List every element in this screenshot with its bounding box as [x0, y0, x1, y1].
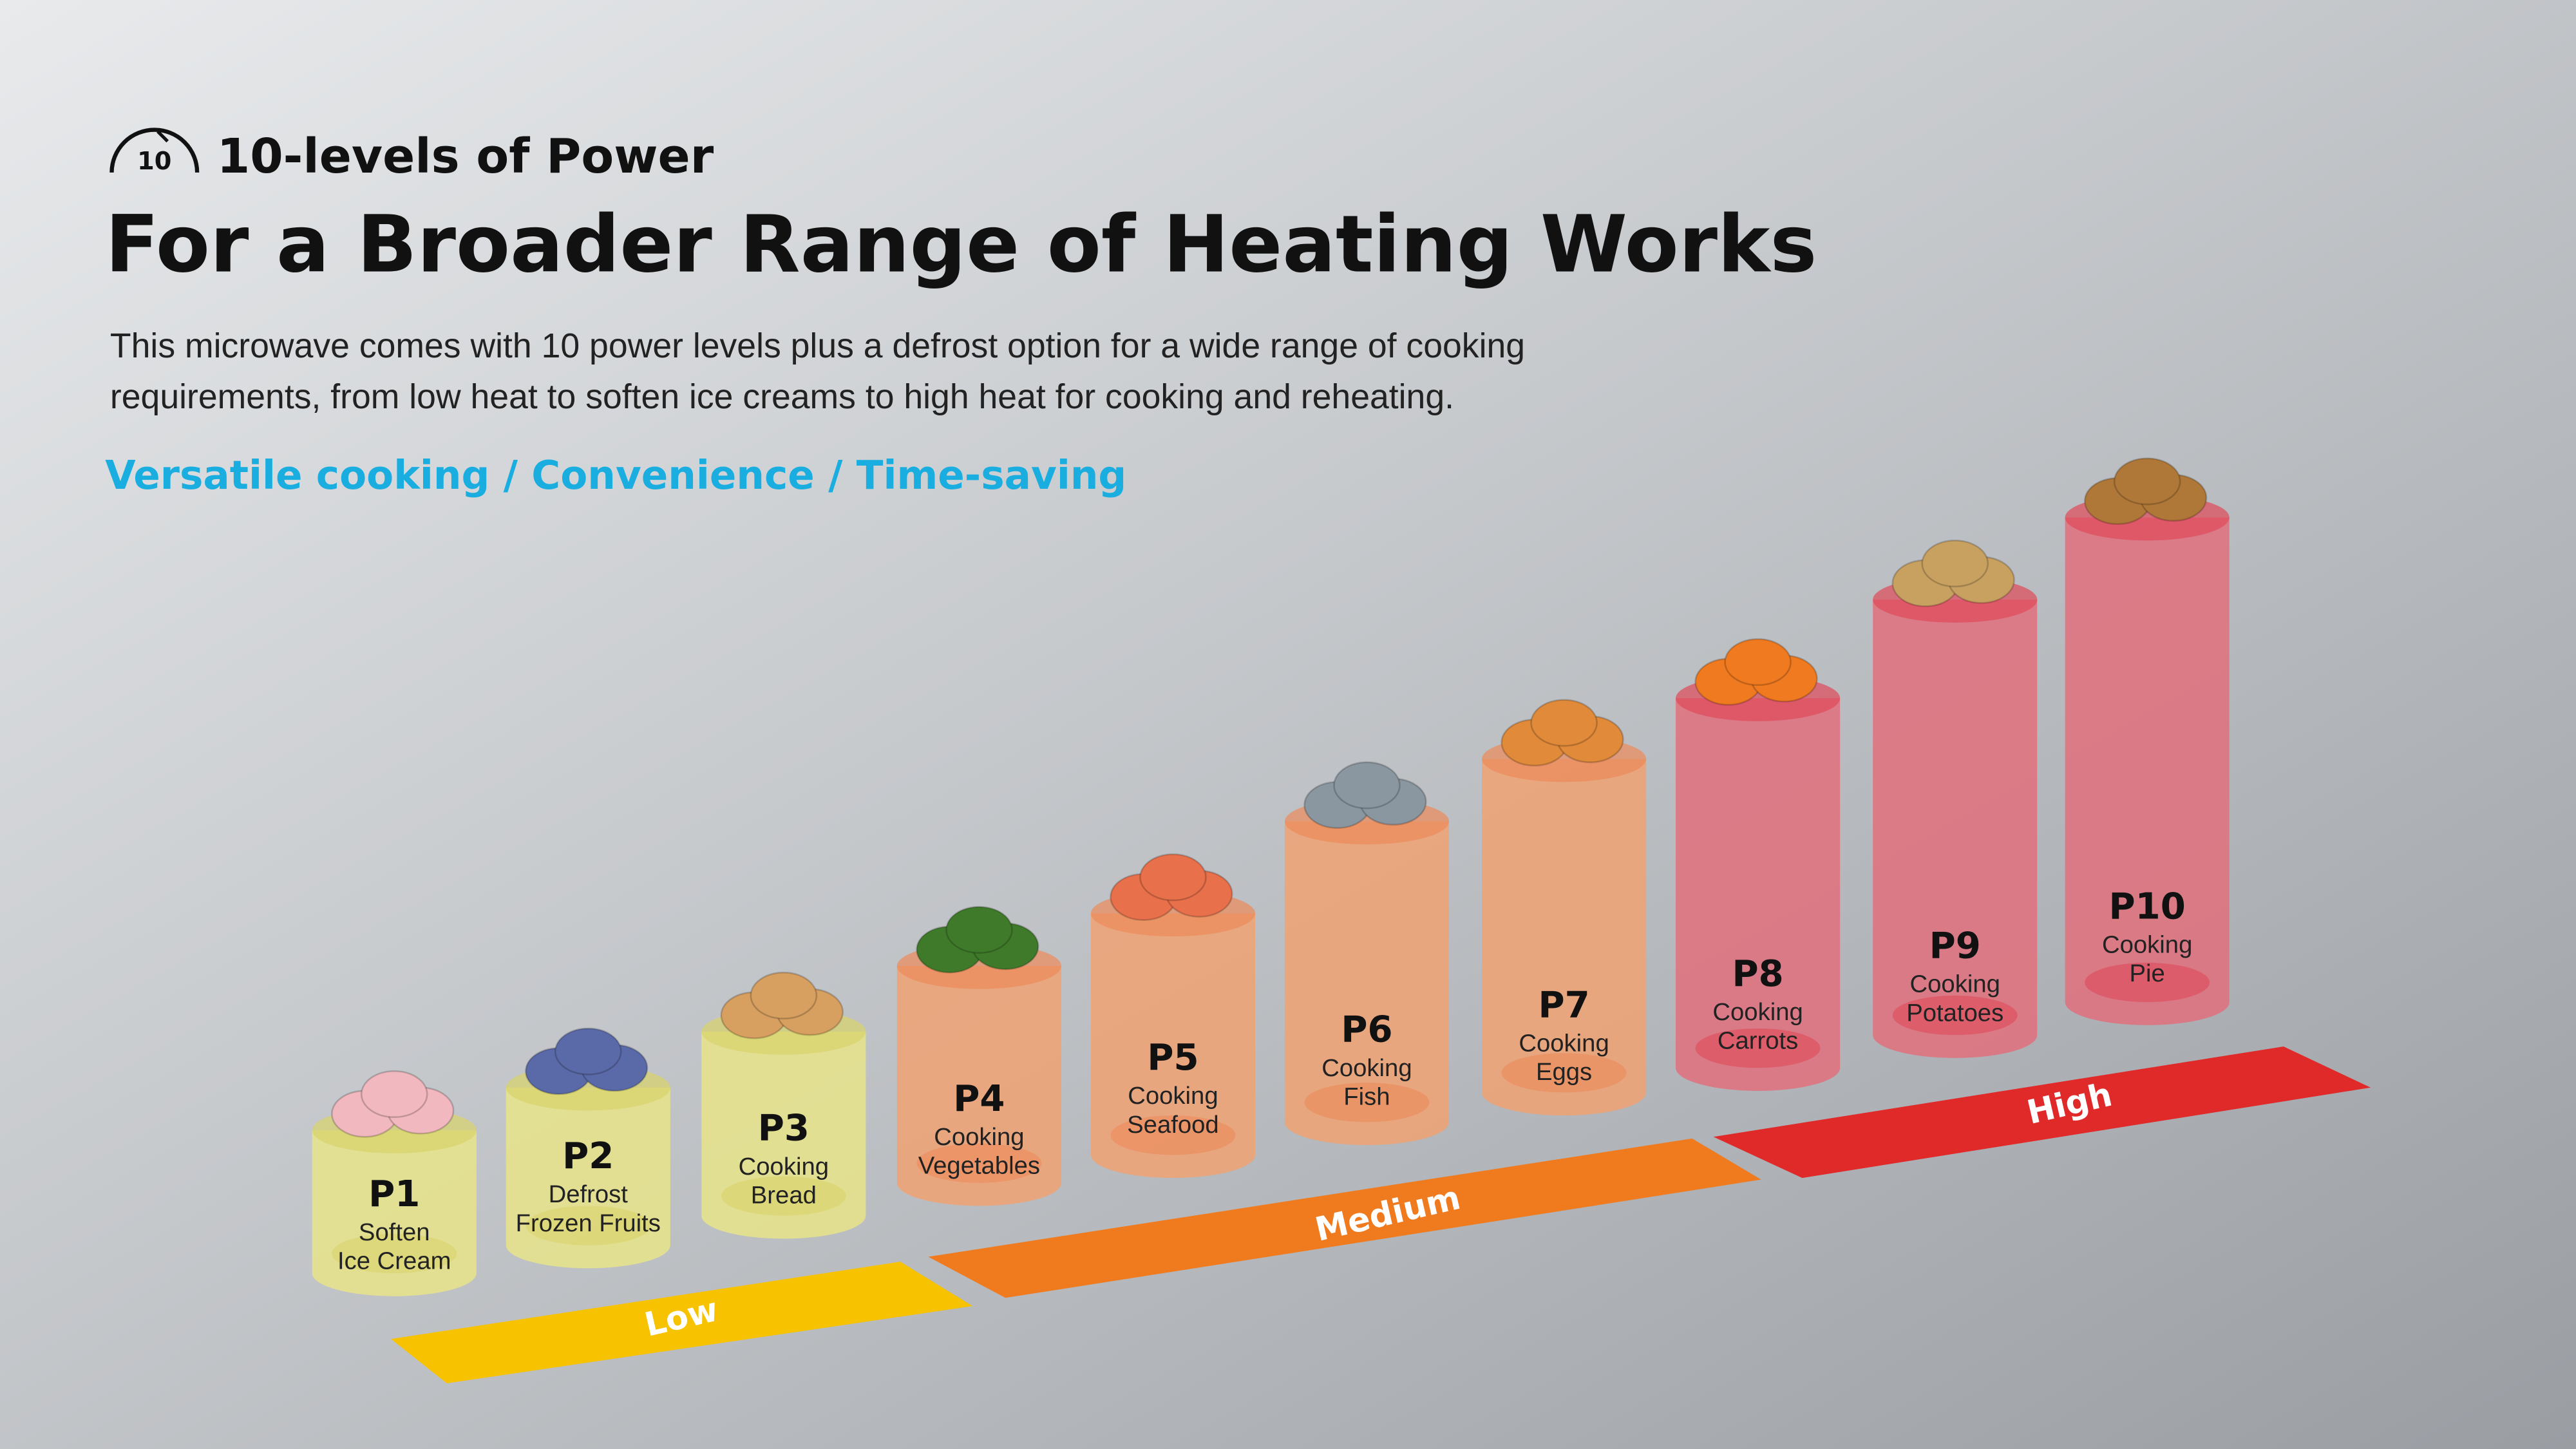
food-item: [360, 1070, 428, 1118]
level-label: Cooking: [1910, 971, 2000, 998]
level-label: Cooking: [1321, 1054, 1412, 1082]
level-label: Cooking: [739, 1153, 829, 1180]
food-item: [1921, 540, 1989, 587]
level-label: Cooking: [934, 1123, 1024, 1151]
cylinder-base: [1304, 1083, 1430, 1122]
band: [1713, 1046, 2371, 1179]
level-code: P10: [2109, 886, 2186, 927]
food-item: [1530, 699, 1598, 747]
food-item: [1724, 638, 1792, 687]
cylinder-base: [916, 1143, 1042, 1183]
cylinder: [1284, 821, 1449, 1146]
cylinder-base: [721, 1176, 846, 1216]
food-item: [750, 971, 818, 1019]
level-label: Seafood: [1127, 1111, 1219, 1139]
level-label: Cooking: [1519, 1030, 1609, 1057]
level-code: P3: [758, 1108, 810, 1150]
level-code: P5: [1147, 1037, 1198, 1079]
level-label: Cooking: [2102, 931, 2192, 958]
cylinder: [1873, 600, 2038, 1058]
level-label: Vegetables: [918, 1152, 1040, 1180]
gauge-icon: [109, 128, 200, 173]
level-label: Potatoes: [1906, 999, 2003, 1027]
level-code: P8: [1732, 953, 1784, 995]
icon-label: 10: [137, 147, 171, 176]
level-label: Ice Cream: [337, 1247, 451, 1275]
level-label: Cooking: [1128, 1082, 1218, 1110]
level-label: Eggs: [1536, 1058, 1592, 1086]
cylinder-base: [1892, 995, 2018, 1036]
cylinder-base: [1501, 1053, 1627, 1093]
level-label: Fish: [1343, 1083, 1390, 1110]
title: For a Broader Range of Heating Works: [105, 198, 1817, 290]
level-label: Frozen Fruits: [516, 1209, 661, 1237]
tagline: Versatile cooking / Convenience / Time-s…: [105, 453, 1126, 498]
cylinder: [2065, 517, 2230, 1025]
food-item: [1333, 761, 1401, 810]
food-item: [1139, 853, 1207, 902]
cylinder: [896, 966, 1061, 1206]
cylinder-base: [1110, 1115, 1236, 1155]
cylinder: [1482, 759, 1647, 1116]
level-label: Pie: [2130, 960, 2165, 987]
level-code: P2: [562, 1135, 614, 1177]
eyebrow: 10-levels of Power: [217, 129, 714, 184]
cylinder: [1090, 913, 1255, 1179]
cylinder-base: [332, 1233, 457, 1274]
food-item: [2113, 457, 2181, 506]
description-line: This microwave comes with 10 power level…: [110, 327, 1525, 365]
level-code: P1: [368, 1173, 420, 1215]
level-code: P9: [1929, 925, 1981, 967]
band: [928, 1138, 1761, 1298]
level-code: P4: [953, 1078, 1005, 1120]
level-label: Defrost: [549, 1180, 629, 1208]
cylinder-base: [1695, 1028, 1821, 1068]
cylinder-base: [2085, 962, 2210, 1003]
level-label: Cooking: [1712, 998, 1803, 1026]
description-line: requirements, from low heat to soften ic…: [110, 378, 1454, 416]
cylinder-base: [526, 1206, 651, 1245]
food-item: [945, 905, 1013, 954]
band: [391, 1262, 973, 1383]
food-item: [554, 1027, 622, 1075]
level-label: Soften: [359, 1218, 430, 1246]
cylinder: [1676, 698, 1841, 1091]
level-label: Carrots: [1718, 1027, 1798, 1055]
level-label: Bread: [751, 1182, 817, 1209]
level-code: P6: [1341, 1009, 1392, 1051]
level-code: P7: [1538, 984, 1589, 1026]
